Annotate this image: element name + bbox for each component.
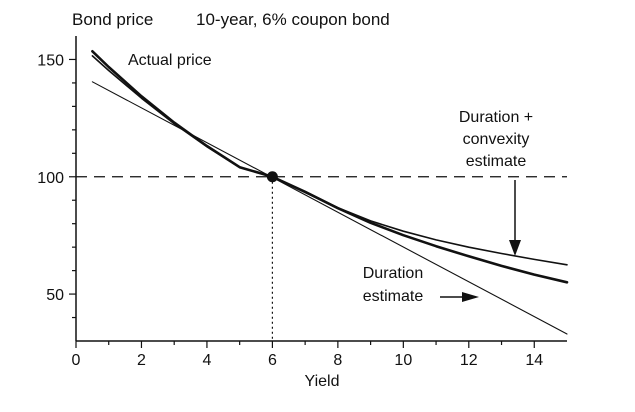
annotation-duration-line2: estimate	[363, 288, 424, 305]
axes: 0 2 4 6 8 10 12 14 50 100 150	[37, 36, 567, 369]
duration-convexity-estimate-line	[91, 55, 568, 266]
arrow-duration-convexity	[509, 180, 521, 256]
x-tick-label: 8	[333, 352, 342, 369]
x-tick-label: 6	[268, 352, 277, 369]
x-axis-label: Yield	[305, 373, 340, 390]
chart-title: 10-year, 6% coupon bond	[196, 10, 390, 29]
arrow-duration	[440, 292, 479, 302]
x-tick-label: 14	[525, 352, 543, 369]
annotation-duration-line1: Duration	[363, 265, 423, 282]
x-tick-label: 4	[202, 352, 211, 369]
annotation-duration-convexity-line3: estimate	[466, 153, 527, 170]
series-lines	[91, 49, 569, 335]
tangency-point	[266, 171, 278, 183]
y-tick-label: 150	[37, 52, 64, 69]
x-tick-label: 0	[72, 352, 81, 369]
chart-marks	[266, 171, 278, 183]
annotation-duration-convexity-line2: convexity	[463, 131, 530, 148]
reference-lines	[76, 176, 567, 341]
duration-estimate-line	[91, 81, 568, 335]
annotation-duration-convexity-line1: Duration +	[459, 109, 533, 126]
y-axis-label: Bond price	[72, 10, 153, 29]
annotation-actual-price: Actual price	[128, 52, 212, 69]
x-tick-label: 10	[394, 352, 412, 369]
y-tick-label: 100	[37, 170, 64, 187]
y-tick-label: 50	[46, 287, 64, 304]
x-tick-label: 12	[460, 352, 478, 369]
x-tick-label: 2	[137, 352, 146, 369]
